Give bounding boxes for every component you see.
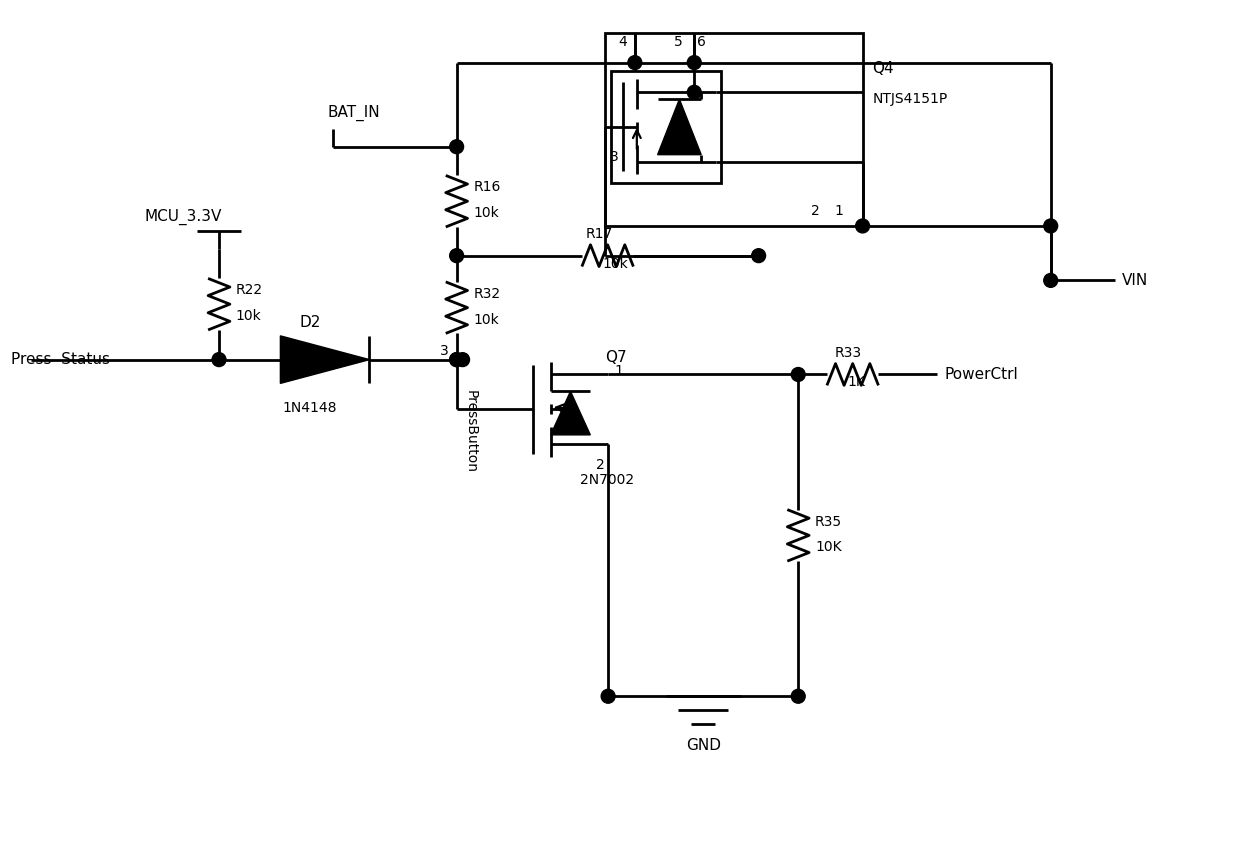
Text: Q7: Q7 xyxy=(605,350,626,365)
Text: PowerCtrl: PowerCtrl xyxy=(945,367,1018,382)
Circle shape xyxy=(601,690,615,703)
Text: R17: R17 xyxy=(585,227,613,241)
Circle shape xyxy=(455,353,470,366)
Circle shape xyxy=(450,353,464,366)
Circle shape xyxy=(687,85,701,100)
Circle shape xyxy=(450,140,464,154)
Bar xyxy=(605,33,863,226)
Text: Q4: Q4 xyxy=(873,61,894,76)
Text: 3: 3 xyxy=(440,344,449,358)
Text: R16: R16 xyxy=(474,181,501,194)
Text: 10k: 10k xyxy=(474,206,500,220)
Text: R22: R22 xyxy=(236,284,263,297)
Circle shape xyxy=(1044,273,1058,287)
Text: Press  Status: Press Status xyxy=(11,352,110,367)
Circle shape xyxy=(450,249,464,262)
Text: 1N4148: 1N4148 xyxy=(283,401,337,415)
Circle shape xyxy=(687,56,701,69)
Text: 4: 4 xyxy=(619,35,627,49)
Text: 10k: 10k xyxy=(603,257,629,271)
Text: 2N7002: 2N7002 xyxy=(580,473,635,488)
Circle shape xyxy=(751,249,765,262)
Text: 2: 2 xyxy=(811,204,820,218)
Text: BAT_IN: BAT_IN xyxy=(327,105,381,121)
Text: 10k: 10k xyxy=(474,312,500,327)
Text: 1: 1 xyxy=(835,204,843,218)
Circle shape xyxy=(856,219,869,233)
Circle shape xyxy=(791,367,805,381)
Text: 6: 6 xyxy=(697,35,706,49)
Text: 1K: 1K xyxy=(848,376,866,389)
Circle shape xyxy=(1044,219,1058,233)
Text: R35: R35 xyxy=(815,515,842,528)
Text: MCU_3.3V: MCU_3.3V xyxy=(145,209,222,225)
Text: D2: D2 xyxy=(299,315,321,330)
Text: 2: 2 xyxy=(596,457,605,472)
Text: R33: R33 xyxy=(835,346,862,360)
Polygon shape xyxy=(280,336,370,383)
Text: 1: 1 xyxy=(614,364,622,377)
Polygon shape xyxy=(657,100,701,154)
Polygon shape xyxy=(551,392,590,435)
Bar xyxy=(611,71,720,183)
Text: NTJS4151P: NTJS4151P xyxy=(873,92,947,106)
Text: GND: GND xyxy=(686,738,720,753)
Text: 10k: 10k xyxy=(236,309,262,323)
Circle shape xyxy=(627,56,642,69)
Circle shape xyxy=(212,353,226,366)
Circle shape xyxy=(791,690,805,703)
Text: 3: 3 xyxy=(610,149,619,164)
Text: PressButton: PressButton xyxy=(464,390,477,473)
Text: 10K: 10K xyxy=(815,540,842,555)
Text: R32: R32 xyxy=(474,287,501,300)
Text: 5: 5 xyxy=(673,35,682,49)
Text: VIN: VIN xyxy=(1122,273,1148,288)
Circle shape xyxy=(450,353,464,366)
